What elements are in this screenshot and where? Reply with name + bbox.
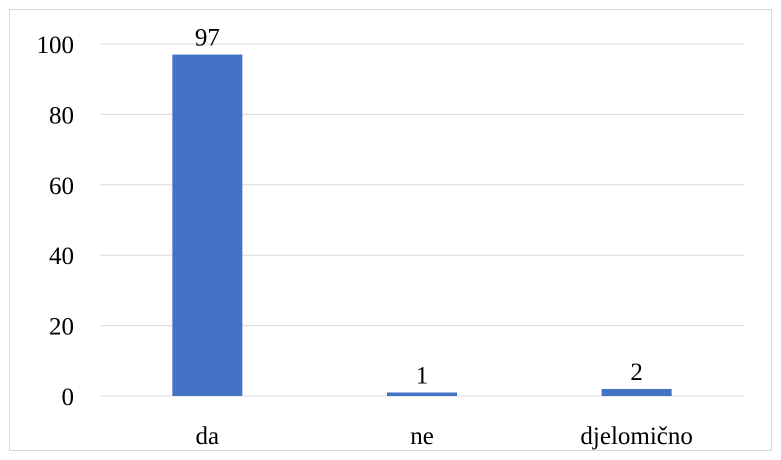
data-labels: 97 1 2 — [195, 25, 643, 390]
y-tick-label: 0 — [62, 384, 75, 411]
data-label: 2 — [630, 359, 643, 386]
bars — [172, 54, 672, 397]
x-axis-categories: da ne djelomično — [196, 423, 693, 450]
chart-frame — [9, 9, 772, 451]
x-category-label: ne — [410, 423, 434, 450]
x-category-label: djelomično — [580, 423, 692, 450]
y-tick-label: 60 — [49, 173, 74, 200]
data-label: 1 — [416, 362, 429, 389]
y-tick-label: 20 — [49, 314, 74, 341]
y-tick-label: 100 — [37, 32, 75, 59]
y-axis-ticks: 0 20 40 60 80 100 — [37, 32, 75, 411]
bar-ne — [387, 392, 457, 396]
bar-da — [172, 54, 243, 397]
bar-djelomično — [601, 388, 672, 396]
y-tick-label: 80 — [49, 102, 74, 129]
y-tick-label: 40 — [49, 243, 74, 270]
x-category-label: da — [196, 423, 220, 450]
data-label: 97 — [195, 25, 220, 52]
